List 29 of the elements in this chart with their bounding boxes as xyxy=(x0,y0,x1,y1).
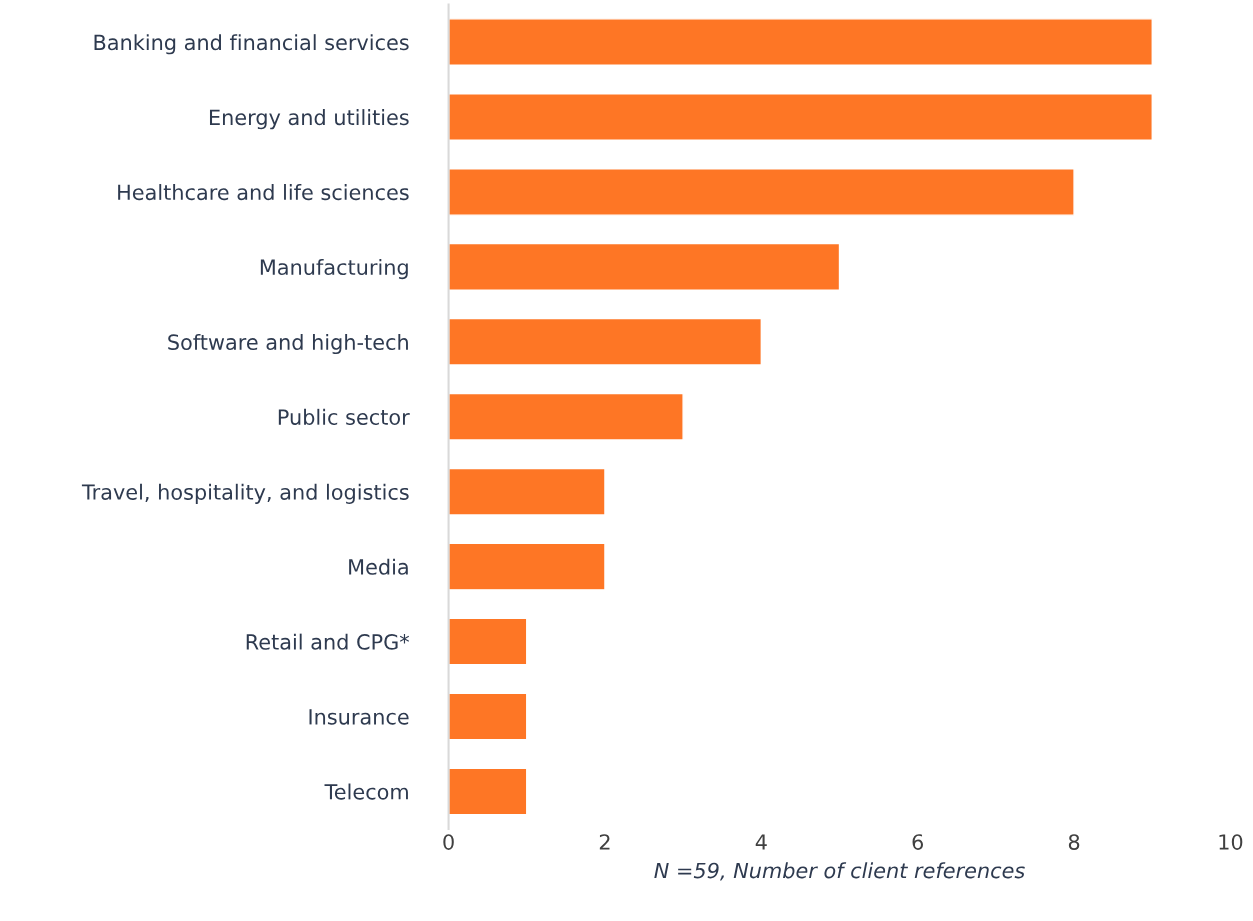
bar xyxy=(448,93,1153,141)
y-tick-label: Retail and CPG* xyxy=(246,633,410,650)
bar xyxy=(448,767,528,816)
y-tick-label: Travel, hospitality, and logistics xyxy=(81,483,409,504)
bar xyxy=(448,467,606,516)
x-axis-title: N =59, Number of client references xyxy=(654,862,1025,881)
x-tick-label: 0 xyxy=(443,834,454,850)
bar xyxy=(448,242,841,291)
y-tick-label: Software and high-tech xyxy=(168,333,408,355)
y-tick-label: Manufacturing xyxy=(260,258,408,280)
bar xyxy=(448,617,528,666)
bar xyxy=(448,392,684,441)
bar xyxy=(448,18,1153,66)
x-tick-label: 8 xyxy=(1068,834,1080,850)
x-tick-label: 4 xyxy=(755,834,767,850)
x-tick-label: 6 xyxy=(912,834,924,850)
bar xyxy=(448,168,1075,216)
y-tick-label: Telecom xyxy=(324,783,408,800)
x-tick-label: 2 xyxy=(599,834,610,850)
y-tick-label: Public sector xyxy=(278,408,410,425)
x-tick-label: 10 xyxy=(1219,834,1243,850)
y-tick-label: Media xyxy=(349,558,408,575)
bar xyxy=(448,317,763,366)
y-tick-label: Energy and utilities xyxy=(209,109,409,130)
y-tick-label: Healthcare and life sciences xyxy=(118,184,409,201)
y-tick-label: Insurance xyxy=(309,709,409,725)
y-tick-label: Banking and financial services xyxy=(94,34,409,55)
bar xyxy=(448,542,606,591)
bar xyxy=(448,692,528,741)
